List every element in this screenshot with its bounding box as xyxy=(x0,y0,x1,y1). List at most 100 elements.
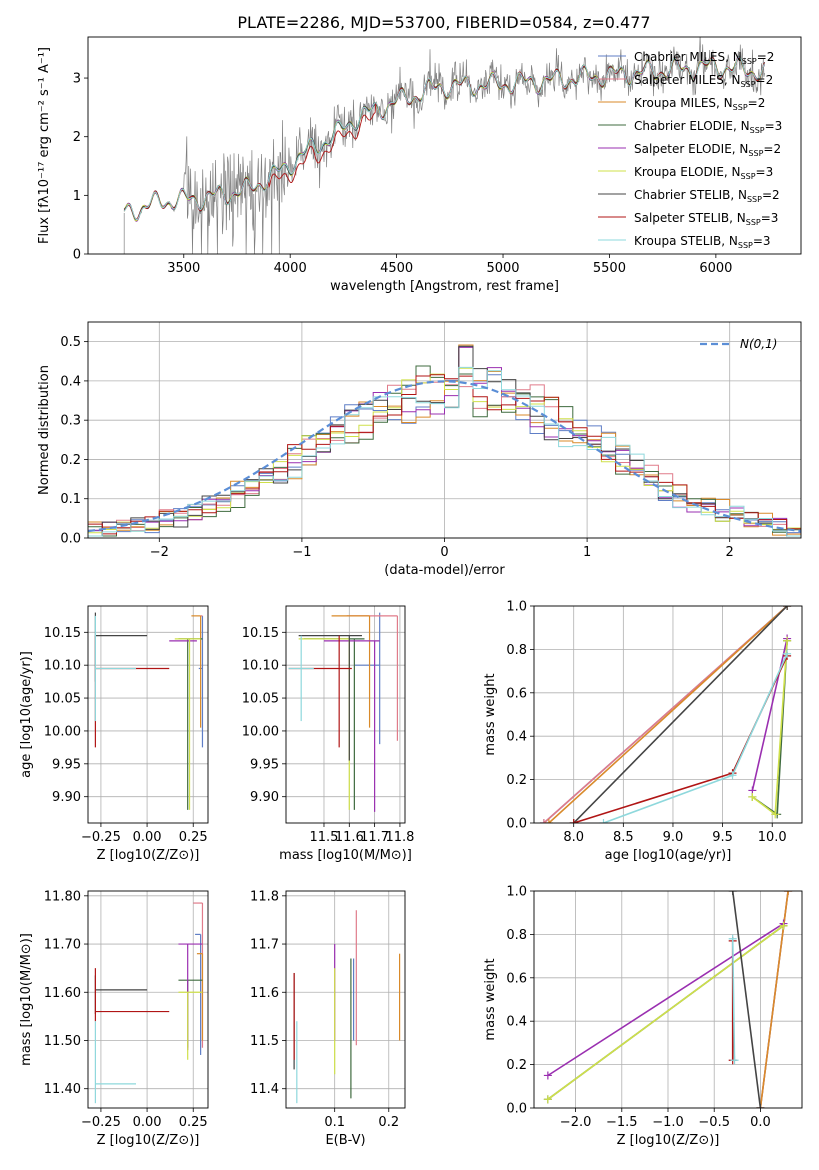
y-tick-label: 0.4 xyxy=(60,374,81,389)
axes-frame xyxy=(285,890,406,1109)
legend-label-main: Chabrier ELODIE, N xyxy=(634,119,750,133)
x-tick-label: −1.5 xyxy=(606,1115,638,1130)
axes-frame xyxy=(87,890,209,1109)
x-tick-label: 0.25 xyxy=(179,1115,208,1130)
mass-weight-marker xyxy=(730,1056,739,1065)
axes-frame xyxy=(87,605,209,824)
x-tick-label: 10.0 xyxy=(758,830,787,845)
mass-weight-marker xyxy=(779,921,788,930)
x-tick-label: −1 xyxy=(292,545,311,560)
y-tick-label: 11.60 xyxy=(44,986,81,1001)
legend-label-tail: =3 xyxy=(753,234,771,248)
legend-label-main: Kroupa ELODIE, N xyxy=(634,165,741,179)
mass-weight-marker xyxy=(539,819,548,823)
x-tick-label: 8.0 xyxy=(563,830,584,845)
panel-age_vs_Z: −0.25 0.00 0.25 9.90 9.95 10.00 10.05 10.10 10.1… xyxy=(19,605,209,863)
legend-label-tail: =2 xyxy=(748,96,766,110)
x-tick-label: 3500 xyxy=(167,261,200,276)
y-tick-label: 10.10 xyxy=(242,659,279,674)
legend-label-sub: SSP xyxy=(748,149,763,158)
y-tick-label: 9.90 xyxy=(52,790,81,805)
x-axis-label: Z [log10(Z/Z⊙)] xyxy=(617,1133,720,1148)
panel-age_vs_mass: 11.511.611.711.8 9.90 9.95 10.00 10.05 10.10 1… xyxy=(242,605,414,863)
x-tick-label: 0.25 xyxy=(179,830,208,845)
legend-label-main: Chabrier MILES, N xyxy=(634,50,742,64)
legend-label-main: Salpeter STELIB, N xyxy=(634,211,746,225)
legend-label-sub: SSP xyxy=(733,103,748,112)
legend-label-sub: SSP xyxy=(741,172,756,181)
x-tick-label: 11.5 xyxy=(310,830,339,845)
histogram-step xyxy=(88,366,801,537)
x-axis-label: wavelength [Angstrom, rest frame] xyxy=(330,279,559,294)
y-tick-label: 0.2 xyxy=(506,773,527,788)
x-axis-label: mass [log10(M/M⊙)] xyxy=(279,848,412,863)
mass-weight-line xyxy=(603,653,788,823)
legend-label: Chabrier STELIB, NSSP=2 xyxy=(634,188,780,204)
panel-massweight_vs_age: 8.0 8.5 9.0 9.5 10.0 0.0 0.2 0.4 0.6 0.8 1.0 age [l… xyxy=(483,600,803,863)
y-tick-label: 0.6 xyxy=(506,686,527,701)
x-tick-label: 4000 xyxy=(274,261,307,276)
y-tick-label: 11.6 xyxy=(250,986,279,1001)
legend-label-tail: =2 xyxy=(762,188,780,202)
x-axis-label: Z [log10(Z/Z⊙)] xyxy=(97,848,200,863)
x-tick-label: 4500 xyxy=(380,261,413,276)
y-tick-label: 11.7 xyxy=(250,938,279,953)
legend-label-main: Salpeter MILES, N xyxy=(634,73,741,87)
x-tick-label: 6000 xyxy=(699,261,732,276)
legend-label: Chabrier MILES, NSSP=2 xyxy=(634,50,774,66)
legend-label-main: Kroupa MILES, N xyxy=(634,96,733,110)
y-tick-label: 10.00 xyxy=(242,724,279,739)
y-tick-label: 1 xyxy=(73,189,81,204)
y-tick-label: 3 xyxy=(73,72,81,87)
legend-label-sub: SSP xyxy=(741,80,756,89)
x-tick-label: 5000 xyxy=(486,261,519,276)
mass-weight-line xyxy=(547,922,784,1077)
x-tick-label: 0.0 xyxy=(750,1115,771,1130)
mass-weight-line xyxy=(731,938,736,1061)
legend-label: N(0,1) xyxy=(740,337,777,351)
y-axis-label: mass weight xyxy=(483,673,498,755)
axes-frame xyxy=(285,605,406,824)
x-tick-label: −0.25 xyxy=(81,1115,121,1130)
y-tick-label: 0.4 xyxy=(506,1015,527,1030)
x-tick-label: −0.25 xyxy=(81,830,121,845)
mass-weight-line xyxy=(731,891,762,1108)
y-tick-label: 11.70 xyxy=(44,938,81,953)
axes-frame xyxy=(533,605,803,824)
plot-area-age_vs_Z xyxy=(94,612,204,810)
x-tick-label: 11.7 xyxy=(360,830,389,845)
y-tick-label: 10.10 xyxy=(44,659,81,674)
legend-label-sub: SSP xyxy=(738,241,753,250)
y-tick-label: 0.0 xyxy=(506,1102,527,1117)
y-tick-label: 9.95 xyxy=(52,757,81,772)
panel-residual_hist: −2 −1 0 1 2 0.0 0.1 0.2 0.3 0.4 0.5 (data-model)/er… xyxy=(37,321,802,578)
y-tick-label: 11.80 xyxy=(44,889,81,904)
x-axis-label: age [log10(age/yr)] xyxy=(605,848,732,863)
y-tick-label: 10.15 xyxy=(44,626,81,641)
legend-label-tail: =2 xyxy=(763,142,781,156)
legend-label: Kroupa STELIB, NSSP=3 xyxy=(634,234,771,250)
y-tick-label: 11.40 xyxy=(44,1082,81,1097)
y-tick-label: 10.05 xyxy=(242,692,279,707)
y-axis-label: age [log10(age/yr)] xyxy=(19,651,34,778)
y-tick-label: 0.2 xyxy=(506,1058,527,1073)
y-axis-label: mass weight xyxy=(483,958,498,1040)
mass-weight-line xyxy=(573,606,788,823)
x-tick-label: 11.6 xyxy=(335,830,364,845)
legend-label-sub: SSP xyxy=(747,195,762,204)
legend-label-tail: =2 xyxy=(756,73,774,87)
legend-label: Chabrier ELODIE, NSSP=3 xyxy=(634,119,782,135)
legend-label-main: Salpeter ELODIE, N xyxy=(634,142,748,156)
x-axis-label: (data-model)/error xyxy=(384,563,505,578)
x-tick-label: 0 xyxy=(440,545,448,560)
mass-weight-marker xyxy=(771,810,780,819)
y-tick-label: 11.5 xyxy=(250,1034,279,1049)
panel-spectrum: 3500 4000 4500 5000 5500 6000 0 1 2 3 wavelength [… xyxy=(37,36,802,294)
y-tick-label: 0.5 xyxy=(60,335,81,350)
legend-label-sub: SSP xyxy=(742,57,757,66)
mass-weight-line xyxy=(751,638,788,791)
legend-label: Kroupa ELODIE, NSSP=3 xyxy=(634,165,773,181)
x-tick-label: 0.00 xyxy=(133,830,162,845)
legend-label: Kroupa MILES, NSSP=2 xyxy=(634,96,765,112)
